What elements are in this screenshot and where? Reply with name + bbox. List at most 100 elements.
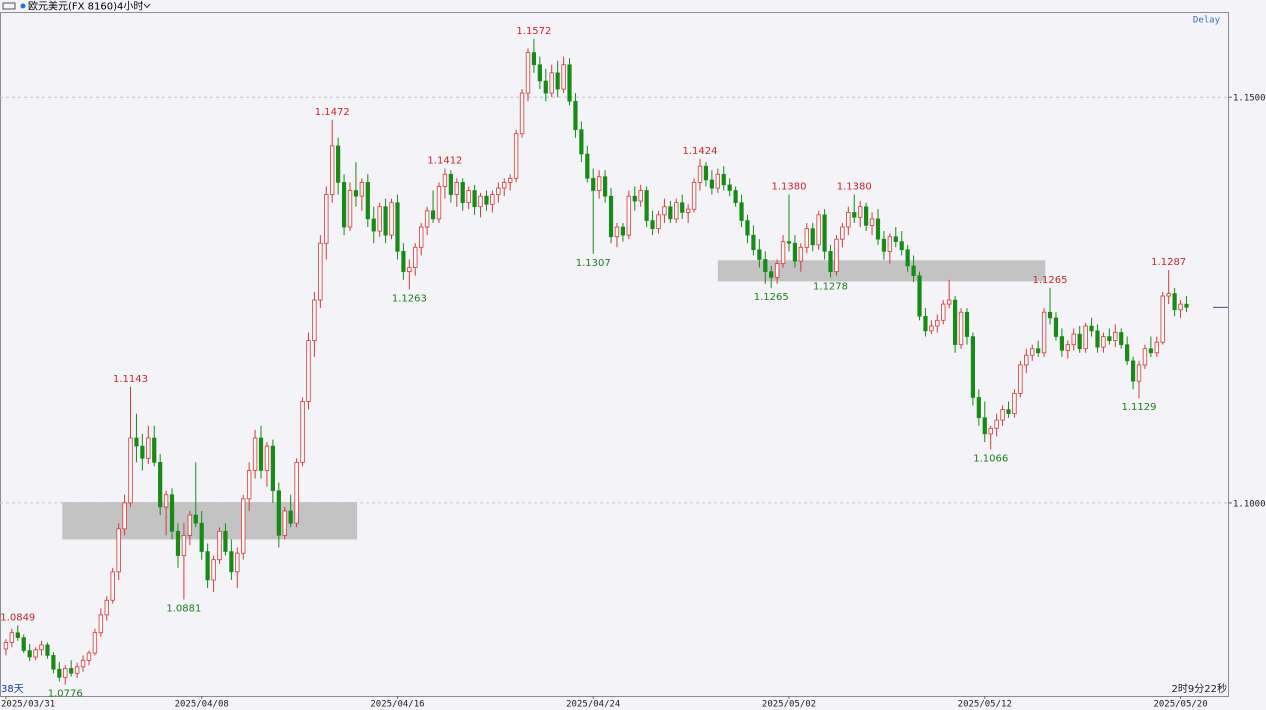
candle-body	[104, 599, 109, 616]
candle-body	[834, 238, 839, 273]
candle-body	[270, 445, 275, 492]
candle-body	[1154, 341, 1160, 354]
candle-body	[994, 419, 999, 429]
candle-body	[1178, 303, 1183, 311]
candle-body	[982, 417, 987, 435]
candle-body	[1018, 364, 1023, 394]
candle-body	[57, 668, 62, 678]
candle-body	[276, 490, 281, 536]
candle-body	[217, 530, 222, 561]
extreme-label: 1.1287	[1151, 257, 1186, 268]
candle-body	[774, 263, 780, 278]
candle-body	[86, 652, 92, 661]
candle-body	[840, 226, 845, 240]
candle-body	[134, 437, 139, 447]
candle-body	[330, 145, 335, 195]
candle-body	[620, 226, 625, 236]
candle-body	[1089, 325, 1094, 332]
candle-body	[976, 397, 981, 418]
candle-body	[1172, 293, 1177, 311]
candle-body	[656, 214, 661, 230]
candle-body	[418, 226, 424, 248]
candle-body	[223, 530, 228, 552]
candle-body	[359, 181, 365, 197]
dropdown-arrow[interactable]	[143, 3, 151, 9]
candle-body	[116, 528, 121, 573]
candle-body	[519, 92, 525, 135]
extreme-label: 1.0849	[0, 612, 35, 623]
candle-body	[395, 202, 400, 252]
candle-body	[27, 650, 32, 658]
candle-body	[341, 182, 347, 228]
candle-body	[822, 214, 827, 252]
candle-body	[531, 52, 537, 66]
x-tick-label: 2025/04/16	[370, 700, 424, 710]
candle-body	[318, 242, 323, 301]
extreme-label: 1.1472	[315, 107, 350, 118]
candle-body	[573, 100, 578, 130]
candle-body	[1012, 392, 1017, 415]
candle-body	[816, 214, 821, 246]
candle-body	[21, 637, 26, 651]
symbol-title: 欧元美元(FX 8160)	[28, 0, 117, 13]
candle-body	[3, 642, 9, 650]
candle-body	[727, 184, 732, 191]
header[interactable]: 欧元美元(FX 8160) 4小时	[2, 0, 151, 13]
footer-left: 38天	[1, 684, 24, 695]
candle-body	[703, 165, 709, 181]
candle-body	[169, 494, 175, 532]
candle-body	[1136, 364, 1142, 382]
candle-body	[407, 267, 412, 273]
header-icon[interactable]	[2, 2, 16, 10]
x-tick-label: 2025/04/24	[566, 700, 620, 710]
extreme-label: 1.0881	[166, 603, 201, 614]
extreme-label: 1.1129	[1122, 402, 1157, 413]
candle-body	[98, 614, 104, 634]
candle-body	[158, 462, 163, 508]
candle-body	[739, 202, 744, 221]
candle-body	[496, 187, 501, 195]
period[interactable]: 4小时	[117, 1, 143, 13]
candle-body	[63, 668, 68, 678]
candle-body	[857, 206, 863, 218]
candle-body	[347, 190, 353, 228]
candle-body	[1142, 348, 1148, 366]
candle-body	[478, 195, 483, 208]
candle-body	[466, 190, 471, 204]
extreme-label: 1.1380	[772, 182, 807, 193]
candle-body	[175, 530, 181, 556]
candle-body	[187, 514, 193, 536]
candle-body	[638, 190, 643, 202]
price-zone	[717, 260, 1046, 282]
candle-body	[1065, 344, 1071, 351]
x-tick-label: 2025/04/08	[175, 700, 229, 710]
candle-body	[1101, 336, 1106, 348]
candle-body	[324, 194, 329, 244]
x-tick-label: 2025/05/02	[762, 700, 816, 710]
candle-body	[828, 251, 833, 272]
extreme-label: 1.1412	[427, 156, 462, 167]
candle-body	[1059, 336, 1064, 351]
candle-body	[140, 445, 145, 459]
candle-body	[502, 181, 507, 189]
candle-body	[472, 190, 477, 208]
candle-body	[680, 202, 685, 213]
candle-body	[798, 246, 804, 262]
extreme-label: 1.1143	[113, 374, 148, 385]
candle-body	[757, 249, 762, 260]
candle-body	[585, 153, 590, 179]
candle-body	[715, 173, 721, 189]
candle-body	[864, 206, 869, 226]
candle-body	[941, 303, 946, 321]
extreme-label: 1.1278	[813, 281, 848, 292]
candle-body	[45, 644, 50, 656]
candle-body	[294, 461, 299, 524]
extreme-label: 1.1263	[392, 293, 427, 304]
candle-body	[424, 210, 430, 228]
candle-body	[246, 470, 252, 500]
status-dot	[20, 3, 26, 9]
candle-body	[371, 218, 376, 232]
